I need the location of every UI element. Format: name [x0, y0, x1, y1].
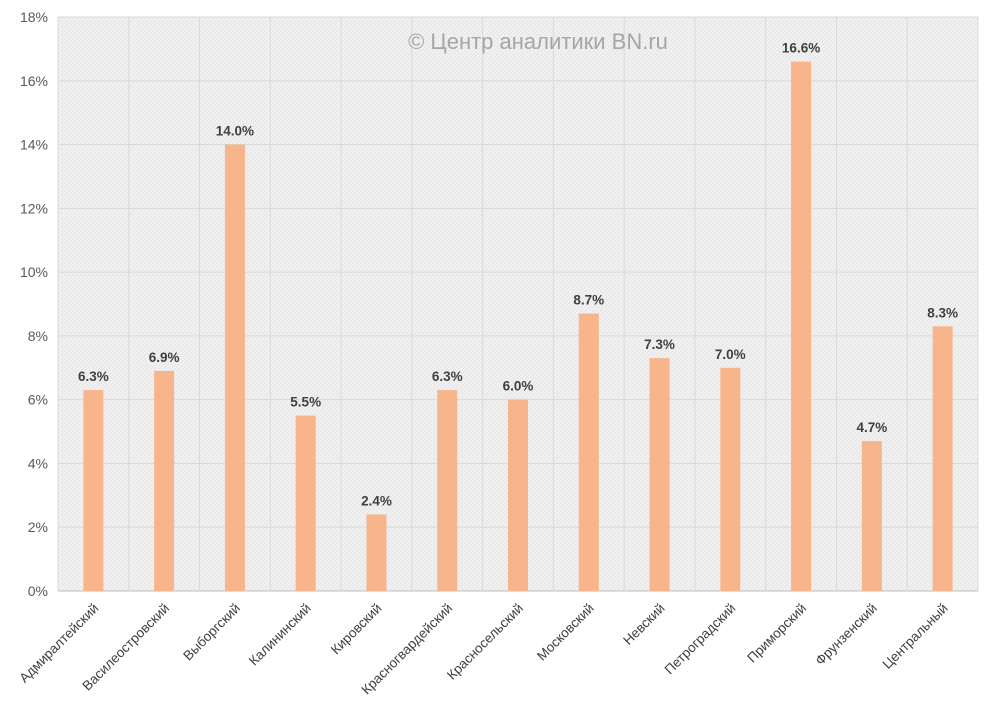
bar	[932, 326, 953, 591]
x-tick-label: Приморский	[744, 601, 809, 666]
data-label: 6.0%	[503, 379, 534, 394]
x-tick-label: Кировский	[328, 601, 385, 658]
bar	[861, 441, 882, 591]
x-tick-label: Петроградский	[662, 601, 739, 678]
y-axis: 0% 2% 4% 6% 8% 10% 12% 14% 16% 18%	[20, 9, 48, 599]
data-label: 7.3%	[644, 337, 675, 352]
bar	[83, 390, 104, 591]
y-tick-label: 10%	[20, 264, 48, 280]
bar	[578, 313, 599, 591]
x-tick-label: Центральный	[879, 601, 950, 672]
bar	[649, 358, 670, 591]
data-label: 4.7%	[856, 420, 887, 435]
data-label: 8.7%	[573, 293, 604, 308]
y-tick-label: 8%	[28, 328, 48, 344]
bars	[83, 61, 953, 592]
x-tick-label: Московский	[534, 601, 597, 664]
y-tick-label: 6%	[28, 392, 48, 408]
bar	[791, 61, 812, 591]
data-label: 6.3%	[78, 369, 109, 384]
y-tick-label: 0%	[28, 583, 48, 599]
data-label: 8.3%	[927, 305, 958, 320]
data-label: 14.0%	[216, 124, 254, 139]
data-label: 7.0%	[715, 347, 746, 362]
data-label: 2.4%	[361, 493, 392, 508]
y-tick-label: 16%	[20, 73, 48, 89]
bar	[154, 370, 175, 591]
y-tick-label: 4%	[28, 455, 48, 471]
bar	[437, 390, 458, 591]
y-tick-label: 2%	[28, 519, 48, 535]
data-label: 16.6%	[782, 41, 820, 56]
data-label: 5.5%	[290, 395, 321, 410]
y-tick-label: 14%	[20, 137, 48, 153]
data-label: 6.9%	[149, 350, 180, 365]
data-label: 6.3%	[432, 369, 463, 384]
x-tick-label: Выборгский	[180, 601, 243, 664]
bar	[366, 514, 387, 591]
x-tick-label: Фрунзенский	[812, 601, 880, 669]
bar	[508, 399, 528, 591]
x-tick-label: Невский	[620, 601, 667, 648]
y-tick-label: 12%	[20, 200, 48, 216]
data-labels: 6.3% 6.9% 14.0% 5.5% 2.4% 6.3% 6.0% 8.7% 7.3% 7.0…	[78, 41, 958, 509]
x-tick-label: Калининский	[246, 601, 314, 669]
x-tick-label: Красносельский	[444, 601, 526, 683]
gridlines	[57, 16, 979, 592]
watermark: © Центр аналитики BN.ru	[408, 29, 668, 54]
bar	[720, 367, 741, 591]
y-tick-label: 18%	[20, 9, 48, 25]
bar	[224, 144, 245, 592]
bar	[295, 415, 316, 591]
